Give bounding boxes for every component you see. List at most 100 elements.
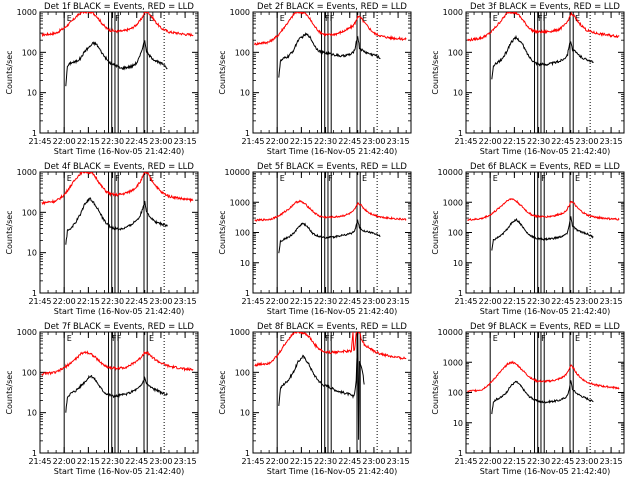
- y-tick-label: 100: [22, 208, 37, 217]
- x-tick-label: 22:00: [53, 297, 76, 306]
- lld-series-line: [41, 350, 194, 377]
- x-tick-label: 21:45: [241, 457, 264, 466]
- lld-series-line: [467, 198, 620, 221]
- interval-label: E: [493, 334, 498, 343]
- y-tick-label: 100: [235, 48, 250, 57]
- events-series-line: [65, 40, 168, 87]
- y-axis-label: Counts/sec: [218, 370, 227, 414]
- y-tick-label: 1000: [17, 8, 37, 17]
- interval-label: F: [330, 14, 335, 23]
- interval-label: E: [362, 174, 367, 183]
- events-series-line: [491, 216, 594, 251]
- plot-frame: [39, 171, 199, 294]
- y-axis-label: Counts/sec: [5, 370, 14, 414]
- interval-label: F: [538, 14, 543, 23]
- x-tick-label: 23:15: [174, 297, 197, 306]
- y-tick-label: 1000: [443, 358, 463, 367]
- interval-label: F: [117, 334, 122, 343]
- x-tick-label: 22:00: [266, 297, 289, 306]
- events-series-line: [278, 332, 365, 440]
- panel-title: Det 7f BLACK = Events, RED = LLD: [44, 322, 194, 332]
- y-tick-label: 100: [22, 48, 37, 57]
- x-tick-label: 22:15: [77, 297, 100, 306]
- x-tick-label: 22:30: [527, 457, 550, 466]
- x-tick-label: 21:45: [241, 137, 264, 146]
- y-axis-label: Counts/sec: [218, 210, 227, 254]
- y-tick-label: 1: [32, 129, 37, 138]
- y-tick-label: 10: [240, 259, 250, 268]
- x-tick-label: 23:15: [174, 137, 197, 146]
- y-tick-label: 1000: [443, 8, 463, 17]
- x-tick-label: 22:15: [77, 457, 100, 466]
- interval-label: E: [280, 174, 285, 183]
- interval-label: E: [67, 14, 72, 23]
- x-tick-label: 23:15: [174, 457, 197, 466]
- interval-label: F: [541, 334, 546, 343]
- x-tick-label: 22:00: [266, 137, 289, 146]
- y-tick-label: 1: [245, 289, 250, 298]
- interval-label: E: [280, 14, 285, 23]
- interval-label: E: [67, 174, 72, 183]
- x-tick-label: 22:30: [314, 457, 337, 466]
- x-tick-label: 22:00: [479, 457, 502, 466]
- panel-title: Det 6f BLACK = Events, RED = LLD: [470, 162, 620, 172]
- y-axis-label: Counts/sec: [5, 210, 14, 254]
- y-tick-label: 1: [245, 449, 250, 458]
- interval-label: E: [149, 14, 154, 23]
- detector-panel-1: Det 1f BLACK = Events, RED = LLD 1 10 100 10…: [5, 2, 199, 156]
- y-tick-label: 100: [448, 389, 463, 398]
- y-tick-label: 10: [27, 249, 37, 258]
- events-series-line: [491, 380, 594, 415]
- interval-label: F: [325, 14, 330, 23]
- y-tick-label: 10: [453, 419, 463, 428]
- y-tick-label: 100: [22, 368, 37, 377]
- x-tick-label: 22:45: [551, 297, 574, 306]
- y-axis-label: Counts/sec: [431, 370, 440, 414]
- detector-panel-6: Det 6f BLACK = Events, RED = LLD 1 10 100 10…: [431, 162, 625, 316]
- x-tick-label: 23:15: [600, 297, 623, 306]
- y-tick-label: 1000: [230, 198, 250, 207]
- y-axis-label: Counts/sec: [431, 50, 440, 94]
- x-axis-label: Start Time (16-Nov-05 21:42:40): [480, 307, 610, 316]
- x-tick-label: 22:00: [53, 457, 76, 466]
- y-tick-label: 1: [32, 289, 37, 298]
- plot-frame: [39, 331, 199, 454]
- interval-label: E: [493, 14, 498, 23]
- lld-series-line: [467, 12, 620, 42]
- x-tick-label: 22:30: [101, 457, 124, 466]
- interval-label: F: [112, 334, 117, 343]
- x-tick-label: 23:15: [600, 457, 623, 466]
- y-tick-label: 100: [448, 229, 463, 238]
- x-tick-label: 23:00: [149, 137, 172, 146]
- y-tick-label: 1: [32, 449, 37, 458]
- x-tick-label: 22:30: [101, 137, 124, 146]
- x-tick-label: 22:30: [527, 137, 550, 146]
- interval-label: F: [330, 334, 335, 343]
- x-tick-label: 23:00: [362, 137, 385, 146]
- y-tick-label: 1: [458, 129, 463, 138]
- interval-label: E: [575, 174, 580, 183]
- interval-label: E: [280, 334, 285, 343]
- y-tick-label: 1: [458, 449, 463, 458]
- events-series-line: [278, 219, 381, 254]
- x-tick-label: 23:15: [387, 137, 410, 146]
- detector-panel-5: Det 5f BLACK = Events, RED = LLD 1 10 100 10…: [218, 162, 412, 316]
- interval-label: F: [325, 334, 330, 343]
- x-tick-label: 23:00: [362, 457, 385, 466]
- x-tick-label: 22:15: [290, 137, 313, 146]
- detector-panel-7: Det 7f BLACK = Events, RED = LLD 1 10 100 10…: [5, 322, 199, 476]
- x-tick-label: 22:45: [338, 457, 361, 466]
- x-tick-label: 21:45: [28, 297, 51, 306]
- events-series-line: [65, 374, 168, 413]
- y-axis-label: Counts/sec: [431, 210, 440, 254]
- panel-title: Det 8f BLACK = Events, RED = LLD: [257, 322, 407, 332]
- panel-title: Det 3f BLACK = Events, RED = LLD: [470, 2, 620, 12]
- lld-series-line: [254, 12, 407, 46]
- x-tick-label: 22:15: [503, 297, 526, 306]
- lld-series-line: [41, 172, 194, 206]
